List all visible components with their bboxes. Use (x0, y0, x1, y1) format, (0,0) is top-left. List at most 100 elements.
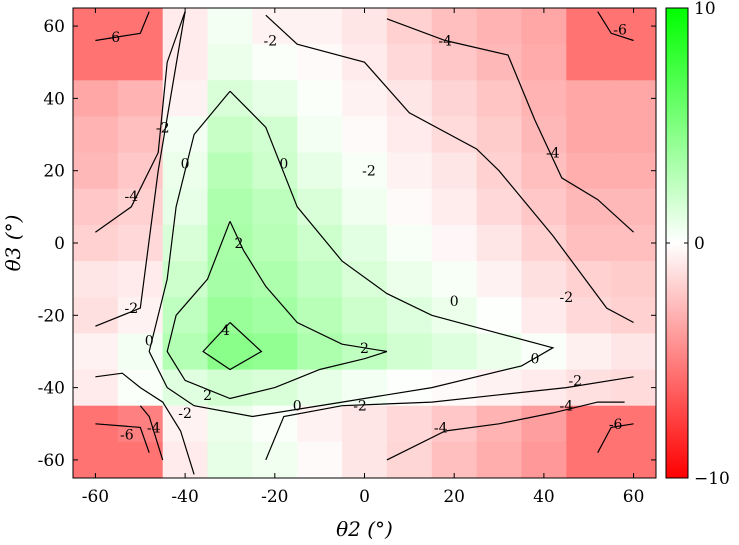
heatmap-cell (611, 261, 657, 298)
heatmap-cell (162, 80, 209, 117)
contour-line (95, 372, 195, 475)
heatmap-cell (476, 44, 522, 81)
heatmap-cell (476, 441, 522, 479)
heatmap-cell (162, 297, 209, 334)
heatmap-cell (386, 80, 433, 117)
contour-line (265, 14, 634, 324)
heatmap-cell (162, 405, 209, 443)
y-tick-label: 20 (43, 162, 65, 182)
heatmap-cell (476, 297, 522, 334)
heatmap-cell (431, 80, 478, 117)
heatmap-cell (521, 224, 567, 262)
heatmap-cell (252, 297, 298, 334)
heatmap-cell (521, 152, 567, 190)
contour-line (95, 11, 186, 327)
heatmap-cell (162, 369, 209, 407)
heatmap-cell (342, 80, 388, 117)
heatmap-cell (386, 405, 433, 443)
heatmap-cell (207, 405, 253, 443)
heatmap-cell (521, 44, 567, 81)
heatmap-cell (297, 116, 343, 154)
contour-line (597, 11, 634, 42)
heatmap-cell (611, 152, 657, 190)
y-tick-label: 0 (54, 234, 65, 254)
contour-line (95, 423, 150, 453)
heatmap-cell (207, 44, 253, 81)
heatmap-cell (73, 224, 119, 262)
heatmap-cell (386, 261, 433, 298)
heatmap-cell (342, 333, 388, 371)
y-tick-label: -60 (38, 451, 65, 471)
heatmap-cell (386, 297, 433, 334)
heatmap-cell (73, 297, 119, 334)
heatmap-cell (476, 8, 522, 45)
heatmap-cell (431, 297, 478, 334)
contour-label: -2 (559, 290, 573, 306)
heatmap-cell (386, 333, 433, 371)
heatmap-cell (521, 188, 567, 226)
heatmap-cell (117, 116, 164, 154)
colorbar-tick-label: 10 (694, 0, 716, 19)
x-tick-label: -20 (261, 487, 288, 507)
heatmap-cell (611, 80, 657, 117)
x-tick-label: -60 (82, 487, 109, 507)
heatmap-cell (566, 116, 612, 154)
heatmap-cell (297, 369, 343, 407)
contour-label: -4 (124, 189, 138, 205)
heatmap-cell (386, 188, 433, 226)
contour-label: -6 (107, 30, 121, 46)
heatmap-cell (207, 224, 253, 262)
contour-label: -6 (613, 23, 627, 39)
heatmap-cell (476, 224, 522, 262)
heatmap-cell (207, 441, 253, 479)
heatmap-cell (521, 8, 567, 45)
heatmap-cell (342, 116, 388, 154)
heatmap-cell (386, 44, 433, 81)
contour-label: -4 (438, 34, 452, 50)
x-tick-label: 0 (359, 487, 370, 507)
heatmap-cell (521, 116, 567, 154)
contour-line (95, 11, 150, 42)
heatmap-cell (566, 333, 612, 371)
contour-label: 2 (234, 236, 243, 252)
heatmap-cell (386, 441, 433, 479)
heatmap-cell (162, 44, 209, 81)
heatmap-cell (611, 116, 657, 154)
contour-label: -4 (559, 399, 573, 415)
heatmap-cell (73, 116, 119, 154)
contour-label: 0 (293, 399, 302, 415)
heatmap-cell (297, 261, 343, 298)
heatmap-cell (476, 116, 522, 154)
contour-line (95, 11, 186, 233)
heatmap-cell (117, 333, 164, 371)
heatmap-cell (73, 369, 119, 407)
y-tick-label: 60 (43, 17, 65, 37)
heatmap-cell (117, 8, 164, 45)
heatmap-cell (297, 441, 343, 479)
heatmap-cell (207, 116, 253, 154)
heatmap-cell (73, 441, 119, 479)
heatmap-cell (73, 152, 119, 190)
heatmap-cell (73, 261, 119, 298)
contour-label: 0 (181, 156, 190, 172)
heatmap-cell (611, 297, 657, 334)
x-tick-label: -40 (171, 487, 198, 507)
heatmap-cell (117, 44, 164, 81)
contour-label: -2 (264, 34, 278, 50)
contour-label: 2 (360, 341, 369, 357)
heatmap-cell (162, 8, 209, 45)
heatmap-cell (611, 333, 657, 371)
x-tick-label: 40 (533, 487, 555, 507)
contour-label: -2 (362, 164, 376, 180)
contour-label: -6 (120, 428, 134, 444)
contour-label: 0 (145, 334, 154, 350)
heatmap-cell (611, 188, 657, 226)
heatmap-cell (611, 224, 657, 262)
heatmap-cell (476, 369, 522, 407)
heatmap-cell (566, 297, 612, 334)
heatmap-cell (342, 8, 388, 45)
heatmap-cell (117, 441, 164, 479)
x-tick-label: 60 (623, 487, 645, 507)
